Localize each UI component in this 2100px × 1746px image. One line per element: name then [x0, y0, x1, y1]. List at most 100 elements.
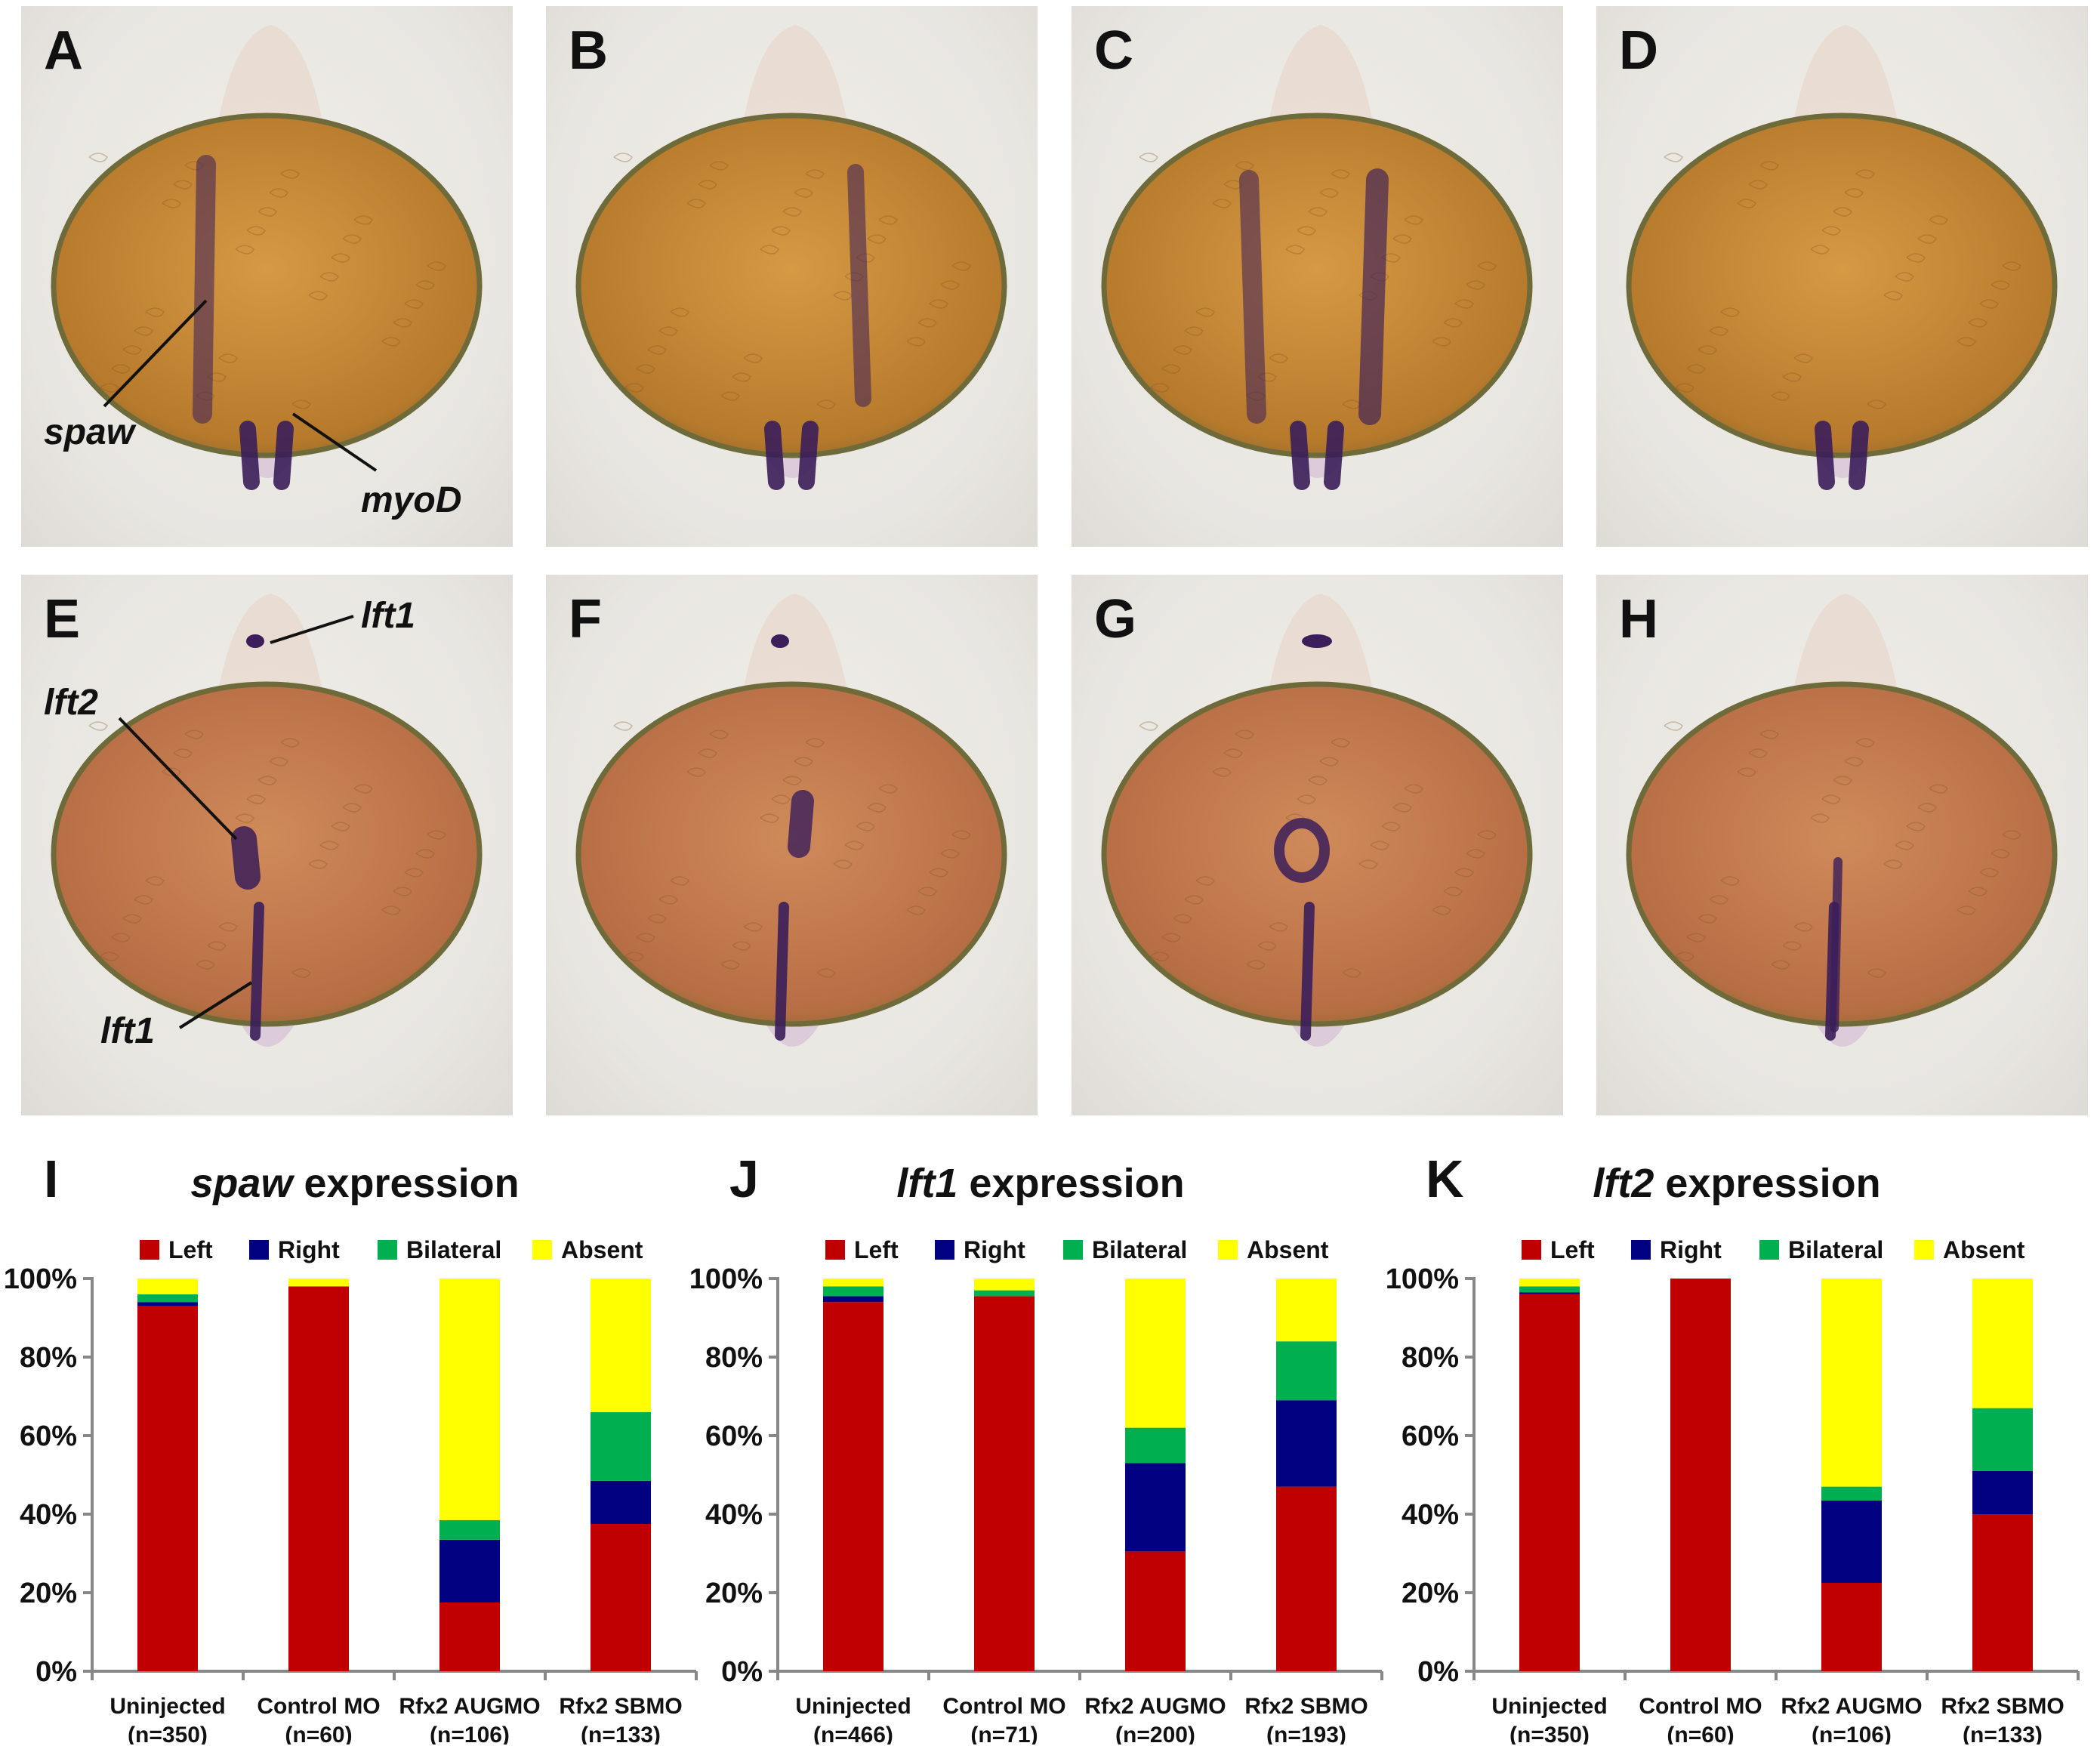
chart-title-gene: lft2 [1593, 1161, 1654, 1206]
expression-stain [273, 421, 294, 490]
legend-swatch-left [825, 1240, 845, 1260]
expression-stain [1274, 818, 1330, 883]
yolk [51, 681, 483, 1027]
bar-segment-absent [1821, 1279, 1882, 1487]
panel-letter: D [1619, 20, 1658, 81]
expression-stain [1815, 421, 1835, 490]
embryo-image [575, 25, 1007, 490]
expression-stain [1358, 168, 1389, 425]
x-n-label: (n=60) [285, 1723, 352, 1744]
y-tick-label: 20% [20, 1578, 77, 1609]
lft1-head-stain [771, 634, 789, 648]
x-n-label: (n=193) [1266, 1723, 1346, 1744]
expression-stain [193, 155, 216, 424]
x-category-label: Rfx2 SBMO [1941, 1694, 2064, 1719]
bar-segment-bilateral [591, 1411, 651, 1481]
chart-title-rest: expression [292, 1161, 519, 1206]
x-category-label: Rfx2 SBMO [1244, 1694, 1368, 1719]
yolk [575, 113, 1007, 458]
bar-segment-absent [1125, 1279, 1186, 1428]
legend-label-right: Right [1660, 1236, 1722, 1263]
embryo-image [1101, 25, 1533, 490]
embryo-image: spaw myoD [44, 25, 483, 520]
panel-letter: F [569, 589, 602, 649]
bar-segment-absent [1276, 1279, 1337, 1342]
x-n-label: (n=200) [1115, 1723, 1195, 1744]
y-tick-label: 20% [1402, 1578, 1459, 1609]
bar-segment-right [1821, 1500, 1882, 1583]
bar-segment-absent [439, 1279, 500, 1520]
bar-segment-right [823, 1296, 883, 1303]
chart-title-gene: spaw [190, 1161, 294, 1206]
bar-segment-bilateral [823, 1286, 883, 1297]
legend-swatch-right [935, 1240, 954, 1260]
x-n-label: (n=133) [1963, 1723, 2043, 1744]
legend-swatch-bilateral [1759, 1240, 1779, 1260]
legend-label-bilateral: Bilateral [1788, 1236, 1883, 1263]
bar-segment-absent [288, 1279, 349, 1287]
chart-title-gene: lft1 [896, 1161, 957, 1206]
bar-segment-left [137, 1306, 198, 1671]
embryo-image: lft1 lft2 lft1 [44, 594, 483, 1051]
annotation-line [291, 412, 378, 472]
yolk [51, 113, 483, 458]
bar-segment-left [1519, 1294, 1580, 1671]
annotation-line [103, 299, 208, 408]
bar-segment-absent [1519, 1279, 1580, 1287]
expression-stain [1830, 857, 1843, 1032]
legend-swatch-left [1522, 1240, 1541, 1260]
annotation-myoD: myoD [361, 480, 461, 520]
legend-swatch-absent [1218, 1240, 1238, 1260]
y-tick-label: 0% [35, 1656, 77, 1688]
x-category-label: Rfx2 AUGMO [399, 1694, 540, 1719]
annotation-lft1_top: lft1 [361, 596, 415, 636]
bar-segment-left [823, 1302, 883, 1671]
lft1-head-stain [1302, 634, 1332, 648]
x-n-label: (n=60) [1667, 1723, 1734, 1744]
chart-title: lft1 expression [896, 1161, 1184, 1206]
y-tick-label: 100% [4, 1263, 77, 1295]
expression-stain [764, 421, 785, 490]
yolk [1101, 681, 1533, 1027]
embryo-panel-g: G [1072, 575, 1563, 1115]
legend-label-right: Right [964, 1236, 1025, 1263]
chart-title-rest: expression [957, 1161, 1184, 1206]
bar-segment-right [439, 1539, 500, 1603]
expression-stain [847, 164, 871, 407]
y-tick-label: 100% [689, 1263, 763, 1295]
bar-segment-right [591, 1480, 651, 1524]
x-category-label: Uninjected [1491, 1694, 1607, 1719]
annotation-lft1_bottom: lft1 [100, 1011, 155, 1051]
x-category-label: Control MO [257, 1694, 380, 1719]
embryo-image [1626, 594, 2058, 1047]
embryo-panel-h: H [1596, 575, 2088, 1115]
expression-stain [231, 826, 261, 890]
x-n-label: (n=71) [970, 1723, 1038, 1744]
bar-segment-left [1670, 1279, 1731, 1671]
annotation-spaw: spaw [44, 412, 137, 452]
chart-title: lft2 expression [1593, 1161, 1880, 1206]
x-category-label: Rfx2 AUGMO [1781, 1694, 1922, 1719]
expression-stain [1300, 902, 1315, 1041]
x-n-label: (n=350) [1509, 1723, 1590, 1744]
y-tick-label: 0% [1417, 1656, 1459, 1688]
bar-segment-absent [1972, 1279, 2033, 1408]
expression-stain [775, 902, 789, 1041]
y-tick-label: 60% [705, 1421, 763, 1452]
y-tick-label: 80% [705, 1342, 763, 1374]
bar-segment-left [1125, 1551, 1186, 1671]
bar-segment-left [1972, 1514, 2033, 1671]
expression-stain [1324, 421, 1344, 490]
embryo-panel-e: lft1 lft2 lft1 E [21, 575, 513, 1115]
annotation-line [118, 717, 238, 841]
x-n-label: (n=466) [813, 1723, 893, 1744]
panel-letter: B [569, 20, 608, 81]
expression-stain [788, 790, 814, 858]
bar-segment-left [1821, 1583, 1882, 1671]
bar-segment-bilateral [1125, 1427, 1186, 1464]
x-category-label: Uninjected [109, 1694, 225, 1719]
chart-letter: I [44, 1149, 58, 1208]
bar-segment-right [1972, 1470, 2033, 1514]
legend-swatch-right [249, 1240, 269, 1260]
embryo-image [1626, 25, 2058, 490]
